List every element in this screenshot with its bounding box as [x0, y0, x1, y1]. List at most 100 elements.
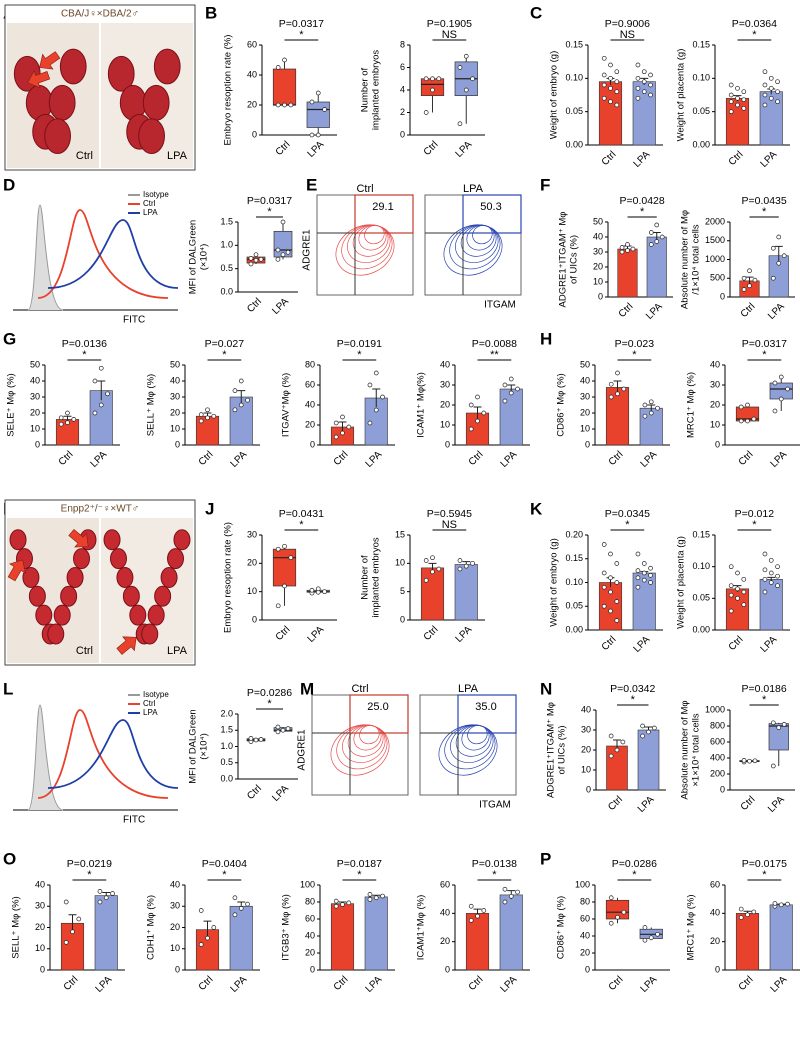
- data-point: [475, 418, 480, 424]
- photo-title: CBA/J♀×DBA/2♂: [61, 9, 139, 20]
- y-tick-label: 1500: [705, 235, 725, 245]
- error-bar: [68, 914, 77, 932]
- data-point: [741, 576, 747, 582]
- p-value: P=0.0187: [337, 858, 382, 870]
- x-tick-label: Ctrl: [57, 449, 76, 468]
- error-bar: [203, 920, 212, 939]
- y-tick-label: 30: [35, 901, 45, 911]
- data-point: [648, 72, 653, 78]
- significance: **: [490, 349, 499, 361]
- x-tick-label: Ctrl: [197, 974, 216, 993]
- plot-frame: [424, 194, 522, 296]
- data-point: [380, 893, 385, 899]
- y-tick-label: 0.05: [692, 106, 710, 116]
- y-tick-label: 60: [710, 879, 720, 889]
- data-point: [253, 257, 259, 263]
- x-tick-label: Ctrl: [606, 794, 625, 813]
- data-point: [635, 551, 641, 557]
- data-point: [635, 568, 641, 573]
- data-point: [423, 558, 429, 563]
- y-tick-label: 2.0: [220, 708, 233, 718]
- data-point: [728, 109, 734, 115]
- significance: *: [299, 519, 304, 531]
- y-axis-label: Absolute number of Mφ: [680, 700, 691, 799]
- data-point: [280, 727, 286, 733]
- bar: [364, 896, 388, 971]
- data-point: [322, 107, 327, 112]
- x-tick-label: Ctrl: [245, 296, 264, 315]
- y-axis-label: ADGRE1⁺ITGAM⁺ Mφ: [546, 702, 557, 798]
- y-tick-label: 20: [247, 99, 257, 109]
- y-tick-label: 20: [305, 419, 315, 429]
- significance: NS: [442, 29, 457, 41]
- y-tick-label: 60: [440, 879, 450, 889]
- data-point: [751, 416, 757, 422]
- p-value: P=0.5945: [427, 508, 472, 520]
- data-point: [248, 261, 254, 267]
- box: [272, 68, 297, 106]
- plot-frame: [316, 194, 414, 296]
- box: [768, 723, 789, 751]
- y-axis-label: CDH1⁺ Mφ (%): [146, 895, 157, 960]
- plot-title: LPA: [463, 183, 484, 195]
- data-point: [785, 901, 790, 907]
- significance: *: [267, 206, 272, 218]
- embryo: [66, 566, 84, 588]
- data-point: [752, 758, 758, 764]
- y-tick-label: 40: [305, 399, 315, 409]
- error-bar: [745, 276, 754, 285]
- data-point: [776, 725, 782, 730]
- data-point: [641, 79, 647, 85]
- error-bar: [237, 390, 246, 404]
- y-tick-label: 10: [247, 586, 257, 596]
- data-point: [608, 381, 614, 387]
- y-tick-label: 40: [305, 930, 315, 940]
- x-tick-label: LPA: [89, 449, 110, 470]
- y-tick-label: 60: [580, 913, 590, 923]
- x-tick-label: LPA: [229, 974, 250, 995]
- data-point: [625, 242, 630, 247]
- data-point: [770, 275, 776, 281]
- data-point: [635, 85, 641, 91]
- data-point: [232, 895, 238, 901]
- data-point: [728, 82, 734, 88]
- isotype-curve: [27, 204, 64, 311]
- data-point: [762, 551, 768, 557]
- data-point: [635, 584, 641, 590]
- gate-value: 29.1: [372, 201, 393, 213]
- y-tick-label: 40: [710, 359, 720, 369]
- y-tick-label: 20: [710, 936, 720, 946]
- x-tick-label: Ctrl: [607, 449, 626, 468]
- data-point: [625, 248, 630, 253]
- plot-frame: [419, 694, 517, 796]
- data-point: [770, 720, 776, 726]
- data-point: [253, 252, 259, 258]
- bar: [637, 729, 660, 791]
- data-point: [103, 895, 109, 901]
- data-point: [98, 402, 104, 408]
- data-point: [614, 580, 620, 585]
- y-tick-label: 10: [395, 558, 405, 568]
- data-point: [601, 570, 607, 576]
- y-tick-label: 40: [710, 908, 720, 918]
- box: [769, 382, 793, 400]
- data-point: [285, 249, 291, 255]
- embryo: [59, 48, 87, 85]
- y-axis-label: implanted embryos: [371, 537, 382, 618]
- y-axis-label: SELE⁺ Mφ (%): [6, 373, 17, 436]
- data-point: [648, 410, 654, 416]
- y-tick-label: 8: [400, 39, 405, 49]
- y-tick-label: 20: [580, 407, 590, 417]
- y-tick-label: 0.15: [565, 553, 583, 563]
- data-point: [745, 402, 750, 408]
- x-tick-label: LPA: [636, 794, 657, 815]
- data-point: [502, 886, 508, 892]
- data-point: [468, 402, 474, 408]
- data-point: [309, 132, 315, 138]
- y-axis-label: Weight of placenta (g): [676, 536, 687, 629]
- data-point: [367, 897, 373, 902]
- y-tick-label: 0.15: [692, 39, 710, 49]
- error-bar: [97, 380, 106, 401]
- y-tick-label: 30: [581, 724, 591, 734]
- y-axis-label: MFI of DALGreen: [188, 220, 199, 294]
